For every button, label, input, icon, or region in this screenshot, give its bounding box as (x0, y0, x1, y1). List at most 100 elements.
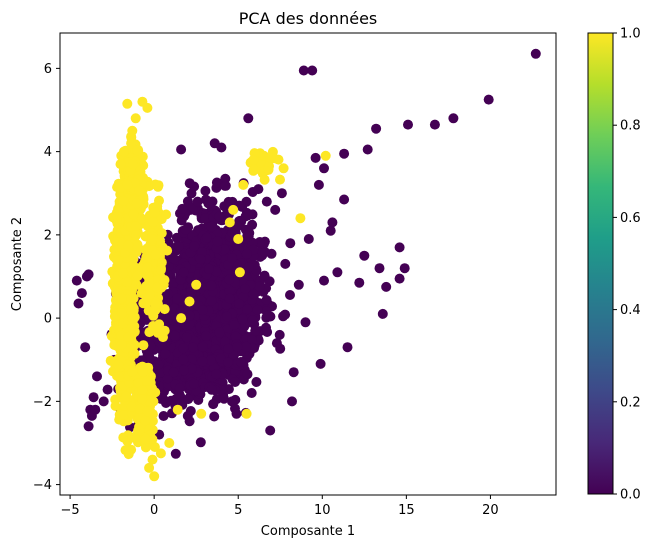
scatter-point-class-0 (230, 331, 241, 342)
scatter-point-class-1 (228, 204, 239, 215)
scatter-point-class-0 (184, 310, 195, 321)
scatter-point-class-0 (203, 198, 214, 209)
scatter-point-class-0 (262, 327, 273, 337)
scatter-point-class-0 (246, 388, 257, 398)
x-tick-label: −5 (61, 503, 80, 518)
scatter-point-class-1 (113, 255, 123, 266)
scatter-point-class-0 (403, 119, 413, 130)
scatter-point-class-0 (235, 357, 246, 367)
colorbar-tick-label: 0.8 (620, 119, 641, 134)
scatter-point-class-0 (483, 94, 494, 105)
scatter-point-class-1 (128, 159, 138, 170)
scatter-point-class-0 (313, 179, 324, 190)
chart-title: PCA des données (239, 9, 378, 28)
scatter-point-class-0 (242, 369, 253, 380)
scatter-point-class-0 (175, 274, 186, 285)
scatter-point-class-1 (113, 359, 124, 370)
scatter-point-class-0 (178, 343, 189, 354)
scatter-point-class-0 (251, 377, 262, 387)
scatter-point-class-0 (307, 65, 318, 76)
scatter-point-class-1 (234, 267, 245, 278)
scatter-point-class-0 (377, 308, 388, 319)
scatter-point-class-0 (169, 330, 180, 341)
scatter-point-class-0 (319, 163, 329, 174)
scatter-point-class-1 (147, 216, 158, 227)
scatter-point-class-0 (88, 392, 99, 403)
scatter-point-class-1 (126, 302, 137, 312)
scatter-point-class-1 (164, 438, 175, 448)
y-axis-label: Composante 2 (10, 217, 25, 311)
scatter-point-class-0 (168, 367, 179, 378)
scatter-point-class-0 (201, 232, 212, 243)
scatter-point-class-0 (188, 378, 199, 389)
scatter-point-class-0 (530, 48, 541, 59)
scatter-point-class-0 (332, 267, 343, 278)
scatter-point-class-0 (179, 365, 189, 376)
scatter-point-class-1 (155, 448, 166, 459)
scatter-point-class-1 (127, 367, 138, 377)
colorbar-tick-label: 0.2 (620, 395, 641, 410)
scatter-point-class-0 (261, 196, 272, 207)
scatter-point-class-1 (150, 249, 161, 260)
y-tick-label: 6 (44, 62, 52, 77)
x-tick-label: 20 (482, 503, 499, 518)
scatter-point-class-0 (184, 178, 195, 189)
scatter-point-class-1 (137, 394, 148, 404)
scatter-point-class-1 (114, 371, 125, 382)
scatter-point-class-1 (224, 217, 235, 228)
x-tick-label: 0 (150, 503, 158, 518)
scatter-point-class-0 (394, 242, 405, 253)
scatter-point-class-0 (247, 334, 257, 345)
scatter-point-class-0 (381, 281, 392, 292)
scatter-point-class-0 (230, 377, 241, 387)
scatter-point-class-1 (116, 293, 127, 304)
colorbar-tick-label: 1.0 (620, 27, 641, 42)
scatter-point-class-0 (339, 148, 350, 159)
scatter-point-class-0 (298, 65, 309, 76)
scatter-point-class-1 (142, 102, 153, 113)
scatter-point-class-1 (159, 304, 170, 315)
scatter-point-class-0 (253, 184, 264, 195)
scatter-point-class-0 (90, 404, 101, 415)
scatter-point-class-0 (102, 384, 113, 395)
scatter-point-class-0 (83, 269, 94, 280)
scatter-point-class-1 (132, 241, 143, 252)
scatter-point-class-0 (271, 338, 282, 349)
scatter-point-class-0 (243, 113, 254, 124)
scatter-point-class-0 (319, 275, 329, 286)
scatter-point-class-0 (371, 123, 382, 134)
scatter-point-class-0 (252, 304, 263, 315)
scatter-point-class-1 (134, 185, 145, 196)
scatter-point-class-0 (278, 311, 289, 322)
scatter-point-class-1 (241, 408, 252, 419)
scatter-point-class-1 (159, 325, 170, 336)
scatter-point-class-1 (147, 234, 158, 245)
scatter-point-class-1 (265, 152, 276, 163)
scatter-point-class-0 (195, 437, 206, 448)
scatter-point-class-0 (429, 119, 440, 130)
scatter-point-class-0 (227, 253, 238, 264)
scatter-point-class-0 (214, 211, 225, 222)
y-tick-label: 4 (44, 145, 52, 160)
scatter-point-class-1 (137, 366, 148, 377)
scatter-point-class-0 (201, 330, 212, 341)
scatter-point-class-0 (73, 298, 84, 309)
scatter-point-class-0 (183, 394, 194, 405)
scatter-point-class-0 (184, 319, 195, 330)
scatter-point-class-1 (118, 268, 129, 279)
scatter-point-class-1 (142, 262, 153, 273)
scatter-point-class-0 (231, 408, 242, 419)
scatter-point-class-0 (223, 357, 233, 368)
scatter-point-class-1 (144, 277, 155, 288)
scatter-point-class-0 (200, 213, 211, 224)
scatter-point-class-0 (354, 277, 365, 288)
scatter-point-class-0 (339, 194, 350, 205)
scatter-point-class-0 (174, 241, 184, 252)
scatter-point-class-1 (132, 145, 143, 156)
colorbar-tick-label: 0.4 (620, 303, 641, 318)
scatter-point-class-0 (192, 196, 203, 207)
scatter-point-class-0 (176, 144, 187, 155)
scatter-point-class-0 (98, 396, 109, 407)
scatter-point-class-0 (280, 258, 291, 269)
